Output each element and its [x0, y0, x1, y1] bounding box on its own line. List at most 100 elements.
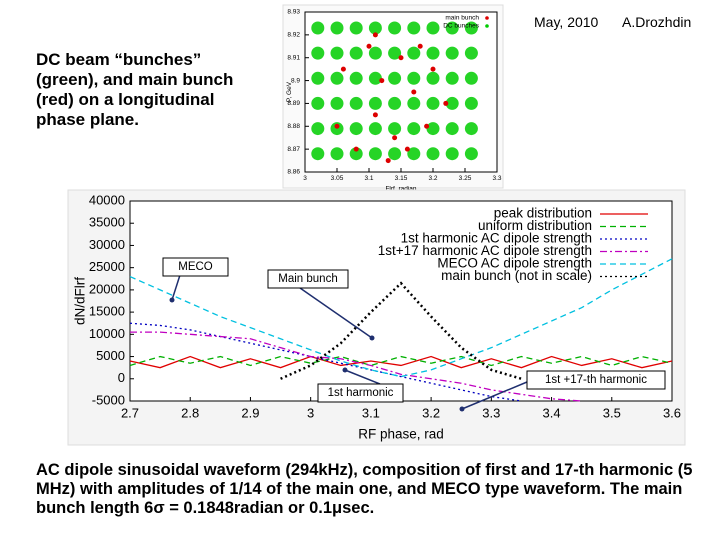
point — [407, 71, 421, 85]
annotation-box — [267, 269, 349, 289]
plot-area — [304, 11, 498, 173]
point — [426, 71, 440, 85]
x-tick-label: 2.8 — [181, 405, 199, 420]
line — [129, 355, 673, 369]
arrow-head — [369, 335, 375, 341]
point — [445, 46, 459, 60]
point — [368, 122, 382, 136]
point — [407, 147, 421, 161]
y-tick-label: 10000 — [89, 326, 125, 341]
x-tick-label: 3.3 — [482, 405, 500, 420]
point — [330, 96, 344, 110]
x-tick-label: 3.15 — [395, 175, 408, 182]
point — [372, 112, 378, 118]
point — [311, 71, 325, 85]
legend-marker — [485, 24, 489, 28]
point — [430, 66, 436, 72]
legend-label: DC bunches — [443, 23, 480, 30]
date: May, 2010 — [534, 14, 599, 30]
point — [334, 123, 340, 129]
author: A.Drozhdin — [622, 14, 692, 30]
point — [417, 43, 423, 49]
legend-label: main bunch — [445, 15, 479, 22]
y-axis-label: dN/dFlrf — [73, 277, 88, 325]
point — [372, 32, 378, 38]
y-tick-label: 8.87 — [287, 146, 300, 153]
point — [407, 46, 421, 60]
point — [407, 96, 421, 110]
x-tick-label: 3.6 — [663, 405, 681, 420]
point — [445, 21, 459, 35]
x-tick-label: 3.3 — [492, 175, 501, 182]
annotation-box — [162, 257, 229, 277]
point — [368, 21, 382, 35]
arrow-head — [169, 297, 175, 303]
point — [445, 147, 459, 161]
x-axis-label: Flrf, radian — [385, 186, 416, 193]
y-tick-label: 15000 — [89, 304, 125, 319]
arrow-head — [459, 406, 465, 412]
point — [411, 89, 417, 95]
chart: 3 3.05 3.1 3.15 3.2 3.25 3.3 8.86 8.87 8.88 8.89 8.… — [282, 4, 504, 193]
annotation: Main bunch — [278, 273, 337, 285]
point — [349, 71, 363, 85]
point — [366, 43, 372, 49]
x-tick-label: 3.1 — [362, 405, 380, 420]
legend-label: uniform distribution — [478, 218, 592, 233]
point — [464, 46, 478, 60]
point — [379, 78, 385, 84]
point — [426, 122, 440, 136]
point — [407, 21, 421, 35]
y-tick-label: 8.89 — [287, 100, 300, 107]
point — [392, 135, 398, 141]
x-tick-label: 3.2 — [422, 405, 440, 420]
annotation: 1st +17-th harmonic — [545, 374, 647, 386]
y-tick-label: 30000 — [89, 237, 125, 252]
x-tick-label: 3 — [307, 405, 314, 420]
point — [398, 55, 404, 61]
legend-label: 1st harmonic AC dipole strength — [401, 231, 592, 246]
point — [368, 71, 382, 85]
x-tick-label: 3.05 — [331, 175, 344, 182]
point — [388, 21, 402, 35]
point — [349, 96, 363, 110]
annotation-arrow — [461, 381, 528, 410]
y-tick-label: 8.91 — [287, 54, 300, 61]
point — [385, 158, 391, 164]
line — [129, 355, 673, 367]
intro-text: DC beam “bunches” (green), and main bunc… — [36, 50, 234, 129]
point — [407, 122, 421, 136]
legend-label: 1st+17 harmonic AC dipole strength — [378, 243, 592, 258]
point — [388, 122, 402, 136]
y-tick-label: 40000 — [89, 192, 125, 207]
point — [426, 21, 440, 35]
legend-label: main bunch (not in scale) — [441, 268, 592, 283]
y-tick-label: 20000 — [89, 281, 125, 296]
point — [330, 21, 344, 35]
arrow-head — [342, 367, 348, 373]
caption: AC dipole sinusoidal waveform (294kHz), … — [36, 461, 693, 517]
y-tick-label: 8.88 — [287, 123, 300, 130]
point — [388, 147, 402, 161]
point — [388, 71, 402, 85]
y-tick-label: 8.86 — [287, 169, 300, 176]
annotation-box — [526, 370, 666, 390]
x-tick-label: 2.9 — [241, 405, 259, 420]
annotation: 1st harmonic — [328, 387, 394, 399]
point — [404, 146, 410, 152]
point — [464, 96, 478, 110]
x-tick-label: 2.7 — [121, 405, 139, 420]
annotation-arrow — [299, 287, 373, 339]
point — [464, 147, 478, 161]
point — [426, 46, 440, 60]
x-tick-label: 3 — [303, 175, 307, 182]
x-tick-label: 3.4 — [543, 405, 561, 420]
point — [349, 21, 363, 35]
annotation-arrow — [171, 274, 181, 301]
point — [426, 147, 440, 161]
point — [464, 122, 478, 136]
point — [311, 122, 325, 136]
point — [464, 71, 478, 85]
point — [349, 147, 363, 161]
